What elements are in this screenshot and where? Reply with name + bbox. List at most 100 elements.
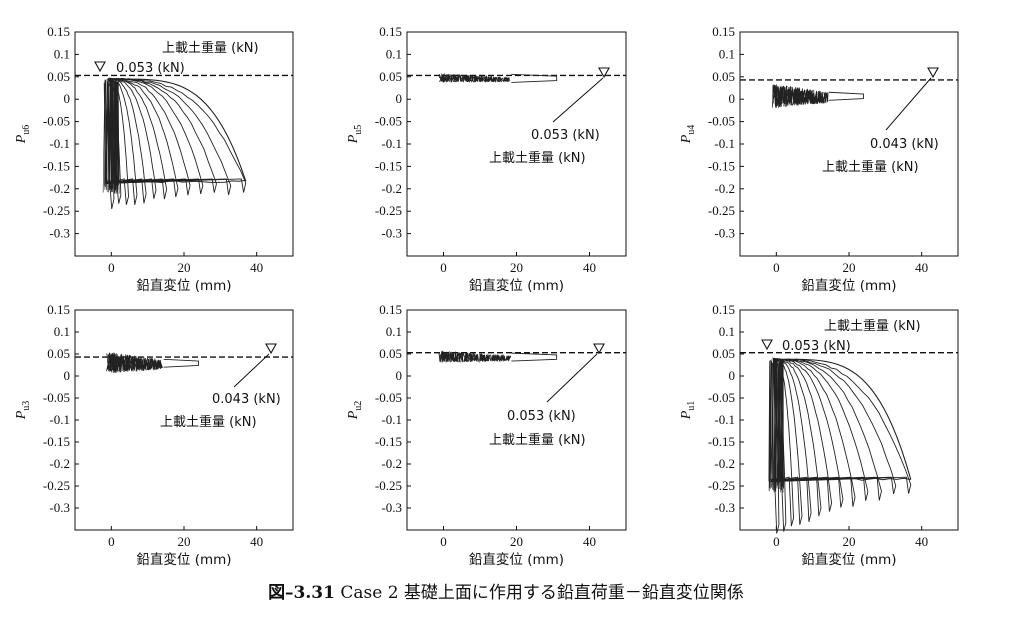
y-tick-label: 0.05 — [47, 69, 70, 84]
y-tick-label: 0.15 — [712, 302, 735, 317]
y-tick-label: 0.05 — [379, 346, 402, 361]
panel-u1: 0.15 0.1 0.05 0 -0.05 -0.1 -0.15 -0.2 -0.25 -0.3 0… — [679, 302, 959, 568]
annotation-value: 0.043 (kN) — [870, 137, 939, 152]
annotation-label: 上載土重量 (kN) — [162, 40, 259, 56]
y-tick-label: 0.15 — [712, 24, 735, 39]
y-axis-subscript: u2 — [353, 401, 364, 411]
y-tick-label: -0.3 — [381, 226, 402, 241]
y-tick-label: -0.1 — [49, 412, 70, 427]
x-axis-label: 鉛直変位 (mm) — [801, 277, 896, 294]
panel-u4: 0.15 0.1 0.05 0 -0.05 -0.1 -0.15 -0.2 -0.25 -0.3 0… — [679, 24, 959, 294]
y-axis-label: Pu3 — [14, 401, 32, 421]
y-tick-label: -0.25 — [375, 203, 402, 218]
load-cycle — [105, 78, 247, 193]
load-trace — [438, 73, 558, 84]
load-trace — [102, 77, 247, 210]
annotation-leader — [552, 77, 604, 123]
y-tick-label: -0.15 — [708, 158, 735, 173]
x-tick-label: 20 — [843, 260, 856, 275]
y-tick-label: 0 — [396, 91, 403, 106]
annotation-label: 上載土重量 (kN) — [489, 150, 586, 166]
band-tail — [511, 352, 558, 362]
y-tick-label: 0.1 — [719, 324, 735, 339]
x-tick-label: 0 — [440, 534, 447, 549]
annotation-leader — [546, 353, 598, 403]
y-tick-label: -0.25 — [708, 203, 735, 218]
annotation-label: 上載土重量 (kN) — [822, 159, 919, 175]
y-axis-subscript: u6 — [21, 125, 32, 135]
y-tick-label: 0.15 — [47, 302, 70, 317]
envelope-curve — [111, 78, 247, 182]
y-tick-label: -0.1 — [381, 412, 402, 427]
annotation-value: 0.053 (kN) — [531, 128, 600, 143]
x-tick-label: 40 — [583, 534, 596, 549]
y-tick-label: -0.15 — [375, 434, 402, 449]
plot-frame — [406, 31, 627, 257]
y-tick-label: -0.05 — [708, 390, 735, 405]
x-tick-label: 0 — [773, 534, 780, 549]
annotation-label: 上載土重量 (kN) — [489, 432, 586, 448]
y-axis-subscript: u4 — [686, 125, 697, 135]
y-axis-symbol: P — [679, 134, 694, 144]
x-tick-label: 20 — [510, 534, 523, 549]
y-tick-label: -0.3 — [714, 226, 735, 241]
load-trace — [768, 357, 912, 534]
x-axis-label: 鉛直変位 (mm) — [469, 551, 564, 568]
hysteresis-band — [438, 350, 512, 364]
x-tick-label: 20 — [510, 260, 523, 275]
annotation-value: 0.053 (kN) — [782, 339, 851, 354]
caption-text: Case 2 基礎上面に作用する鉛直荷重－鉛直変位関係 — [340, 583, 744, 603]
annotation-value: 0.053 (kN) — [507, 409, 576, 424]
y-tick-label: 0.1 — [54, 46, 70, 61]
x-tick-label: 40 — [583, 260, 596, 275]
y-tick-label: 0.1 — [54, 324, 70, 339]
annotation-label: 上載土重量 (kN) — [824, 318, 921, 334]
origin-band — [768, 359, 785, 493]
x-tick-label: 20 — [843, 534, 856, 549]
y-tick-label: -0.15 — [43, 158, 70, 173]
panel-u5: 0.15 0.1 0.05 0 -0.05 -0.1 -0.15 -0.2 -0.25 -0.3 0… — [346, 24, 627, 294]
y-tick-label: -0.05 — [43, 114, 70, 129]
y-tick-label: -0.25 — [43, 478, 70, 493]
origin-band — [102, 79, 120, 195]
band-tail — [511, 73, 558, 83]
figure-caption: 図–3.31 Case 2 基礎上面に作用する鉛直荷重－鉛直変位関係 — [0, 578, 1012, 603]
y-tick-label: -0.25 — [43, 203, 70, 218]
y-tick-label: -0.3 — [49, 500, 70, 515]
envelope-curve — [776, 358, 912, 480]
load-trace — [106, 352, 199, 373]
x-tick-label: 20 — [178, 260, 191, 275]
y-tick-label: -0.2 — [49, 181, 70, 196]
y-tick-label: -0.3 — [714, 500, 735, 515]
load-cycle — [105, 77, 232, 195]
y-tick-label: 0 — [729, 91, 736, 106]
annotation-label: 上載土重量 (kN) — [160, 414, 257, 430]
y-tick-label: -0.25 — [375, 478, 402, 493]
hysteresis-band — [106, 352, 163, 373]
y-axis-symbol: P — [346, 410, 361, 420]
y-tick-label: 0.05 — [47, 346, 70, 361]
y-tick-label: -0.2 — [714, 456, 735, 471]
annotation-leader — [233, 353, 270, 388]
x-tick-label: 40 — [915, 260, 928, 275]
y-tick-label: 0.1 — [386, 46, 402, 61]
x-tick-label: 0 — [108, 534, 115, 549]
y-axis-label: Pu5 — [346, 125, 364, 145]
y-tick-label: -0.3 — [49, 226, 70, 241]
y-axis-label: Pu6 — [14, 125, 32, 145]
x-tick-label: 40 — [250, 534, 263, 549]
annotation-value: 0.053 (kN) — [116, 61, 185, 76]
panel-u2: 0.15 0.1 0.05 0 -0.05 -0.1 -0.15 -0.2 -0.25 -0.3 0… — [346, 302, 627, 568]
y-tick-label: -0.15 — [708, 434, 735, 449]
y-tick-label: -0.1 — [49, 136, 70, 151]
y-axis-symbol: P — [679, 410, 694, 420]
y-tick-label: -0.15 — [375, 158, 402, 173]
x-axis-label: 鉛直変位 (mm) — [136, 277, 231, 294]
x-tick-label: 40 — [250, 260, 263, 275]
y-tick-label: 0.1 — [719, 46, 735, 61]
y-tick-label: -0.05 — [708, 114, 735, 129]
reference-marker — [598, 67, 610, 79]
y-tick-label: -0.1 — [714, 412, 735, 427]
caption-number: 図–3.31 — [268, 583, 335, 603]
